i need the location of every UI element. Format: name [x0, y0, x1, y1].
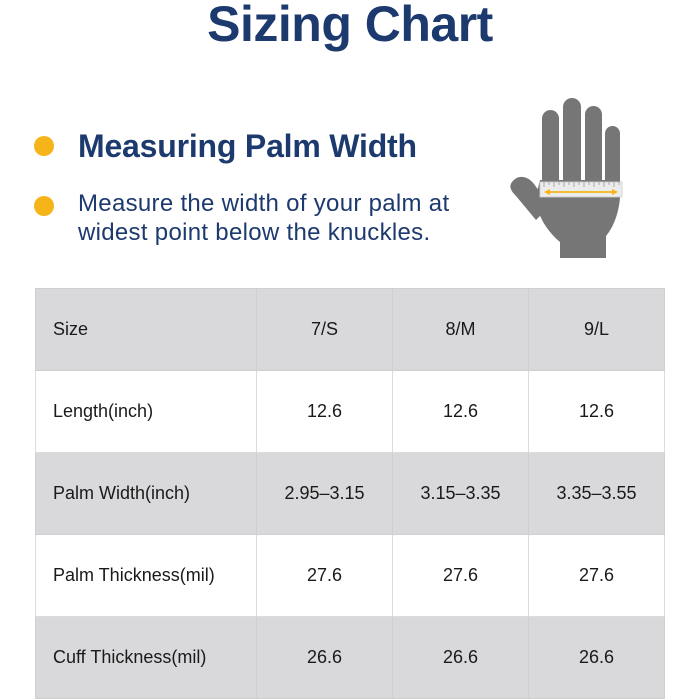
table-cell: 27.6: [392, 534, 529, 617]
table-cell: 12.6: [256, 370, 393, 453]
row-label: Palm Width(inch): [35, 452, 257, 535]
table-cell: 2.95–3.15: [256, 452, 393, 535]
table-cell: 26.6: [392, 616, 529, 699]
table-cell: 12.6: [528, 370, 665, 453]
table-row: Length(inch) 12.6 12.6 12.6: [35, 370, 665, 453]
header-cell: 9/L: [528, 288, 665, 371]
table-header-row: Size 7/S 8/M 9/L: [35, 288, 665, 371]
header-cell: 8/M: [392, 288, 529, 371]
bullet-dot-icon: [34, 196, 54, 216]
hand-palm-measure-icon: [506, 96, 644, 258]
table-cell: 27.6: [256, 534, 393, 617]
table-row: Palm Width(inch) 2.95–3.15 3.15–3.35 3.3…: [35, 452, 665, 535]
table-row: Cuff Thickness(mil) 26.6 26.6 26.6: [35, 616, 665, 699]
table-cell: 26.6: [256, 616, 393, 699]
row-label: Length(inch): [35, 370, 257, 453]
table-cell: 3.15–3.35: [392, 452, 529, 535]
section-heading: Measuring Palm Width: [78, 128, 417, 164]
table-row: Palm Thickness(mil) 27.6 27.6 27.6: [35, 534, 665, 617]
table-cell: 27.6: [528, 534, 665, 617]
bullet-dot-icon: [34, 136, 54, 156]
header-cell: Size: [35, 288, 257, 371]
table-cell: 12.6: [392, 370, 529, 453]
row-label: Cuff Thickness(mil): [35, 616, 257, 699]
table-cell: 3.35–3.55: [528, 452, 665, 535]
table-cell: 26.6: [528, 616, 665, 699]
sizing-table: Size 7/S 8/M 9/L Length(inch) 12.6 12.6 …: [35, 288, 665, 699]
header-cell: 7/S: [256, 288, 393, 371]
row-label: Palm Thickness(mil): [35, 534, 257, 617]
page-title: Sizing Chart: [207, 0, 493, 52]
measure-instructions: Measure the width of your palm at widest…: [78, 190, 450, 246]
